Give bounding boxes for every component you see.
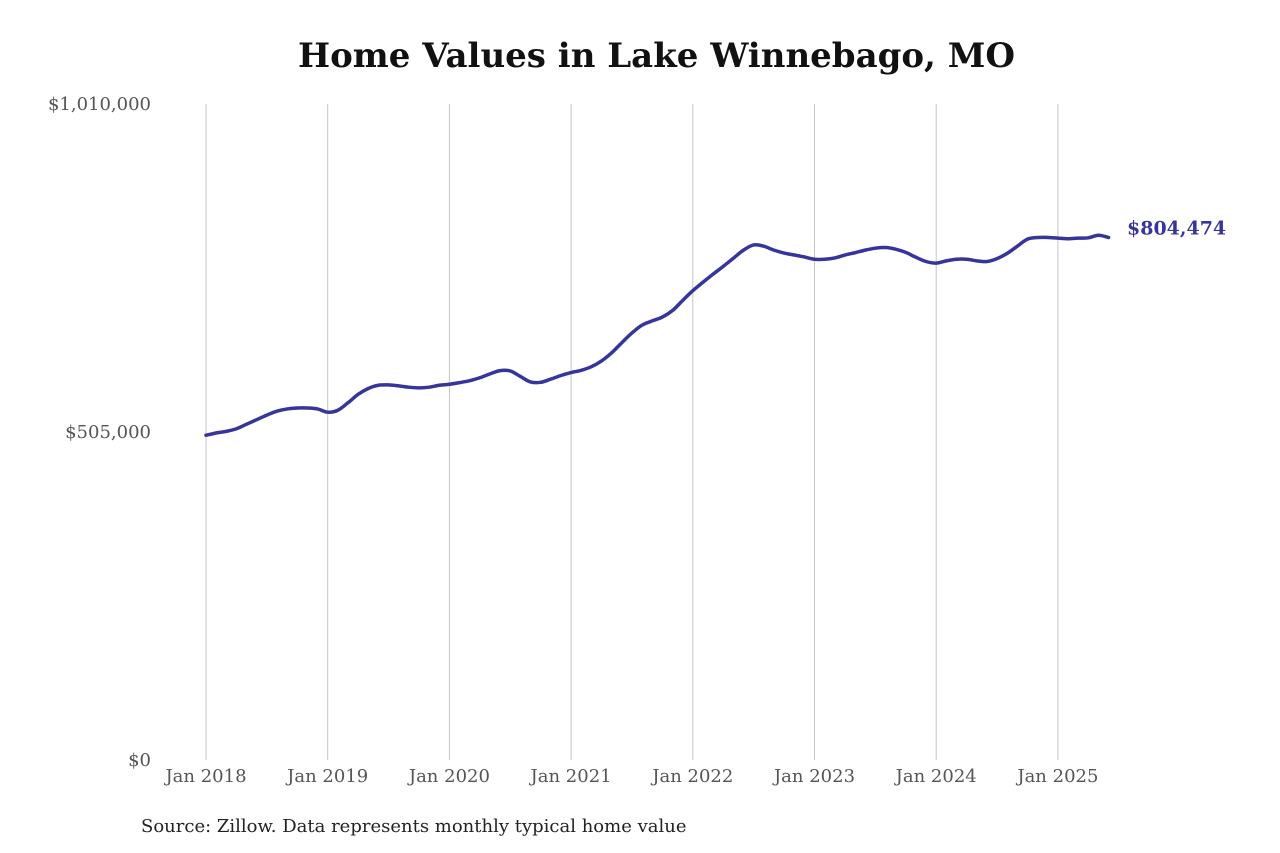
gridlines <box>205 104 1059 760</box>
x-tick-label: Jan 2025 <box>1015 766 1098 787</box>
x-tick-label: Jan 2024 <box>894 766 977 787</box>
chart-title: Home Values in Lake Winnebago, MO <box>298 36 1015 76</box>
y-tick-label: $0 <box>128 750 151 771</box>
annotations: $804,474 <box>1127 217 1226 239</box>
x-tick-label: Jan 2018 <box>163 766 246 787</box>
x-tick-label: Jan 2023 <box>772 766 855 787</box>
x-tick-label: Jan 2019 <box>285 766 368 787</box>
x-tick-label: Jan 2022 <box>650 766 733 787</box>
y-axis: $0 $505,000 $1,010,000 <box>48 94 151 771</box>
series <box>204 233 1111 437</box>
y-tick-label: $1,010,000 <box>48 94 151 115</box>
y-tick-label: $505,000 <box>65 422 151 443</box>
series-line <box>204 233 1111 437</box>
x-tick-label: Jan 2021 <box>529 766 612 787</box>
source-note: Source: Zillow. Data represents monthly … <box>141 816 687 837</box>
x-axis: Jan 2018 Jan 2019 Jan 2020 Jan 2021 Jan 2022… <box>163 766 1098 787</box>
end-value-label: $804,474 <box>1127 217 1226 239</box>
x-tick-label: Jan 2020 <box>407 766 490 787</box>
